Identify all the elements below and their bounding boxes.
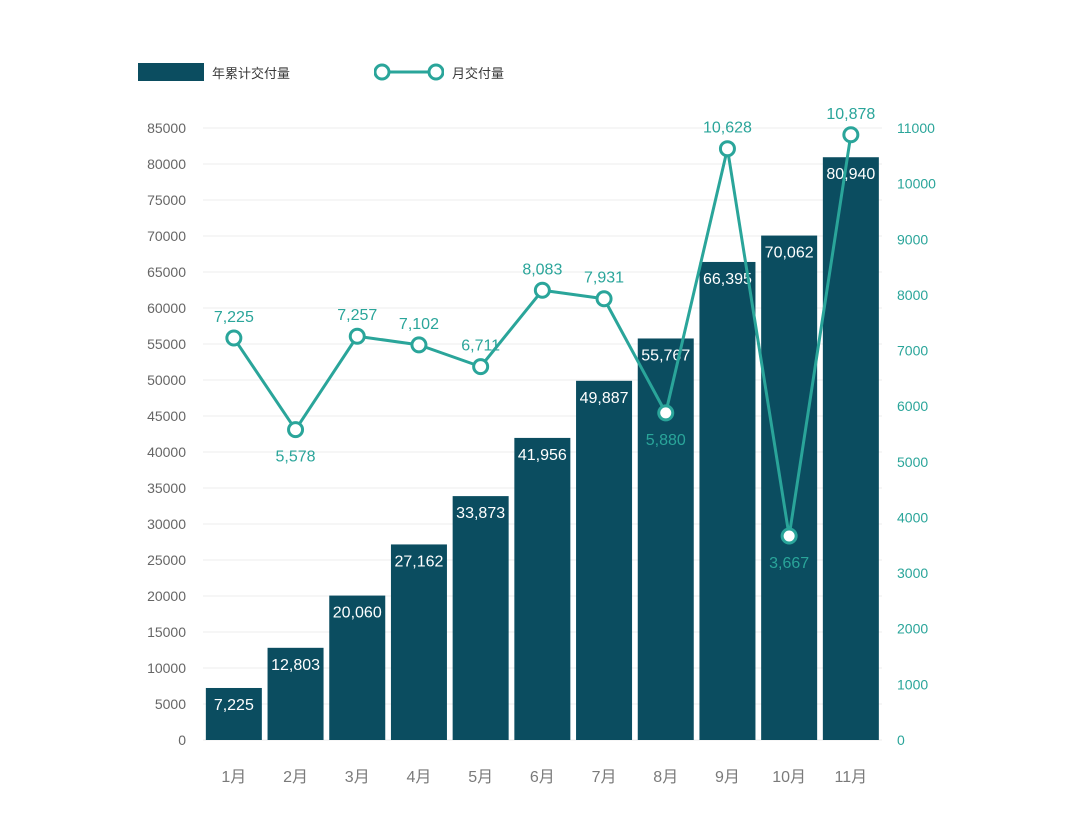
bar — [390, 544, 447, 740]
right-tick-label: 7000 — [897, 343, 928, 359]
right-tick-label: 3000 — [897, 565, 928, 581]
left-tick-label: 0 — [178, 732, 186, 748]
line-point — [348, 327, 366, 345]
bar — [514, 437, 571, 740]
left-tick-label: 5000 — [155, 696, 186, 712]
line-value-label: 10,878 — [826, 106, 875, 123]
x-tick-label: 4月 — [406, 769, 431, 786]
bar — [329, 595, 386, 740]
bar — [205, 687, 262, 740]
left-tick-label: 75000 — [147, 192, 186, 208]
line-point — [410, 336, 428, 354]
left-tick-label: 10000 — [147, 660, 186, 676]
left-tick-label: 80000 — [147, 156, 186, 172]
left-tick-label: 15000 — [147, 624, 186, 640]
left-tick-label: 35000 — [147, 480, 186, 496]
legend-line-label: 月交付量 — [452, 65, 505, 81]
line-point — [595, 290, 613, 308]
line-value-label: 5,578 — [276, 449, 316, 466]
bar — [637, 338, 694, 740]
line-value-label: 7,102 — [399, 316, 439, 333]
right-tick-label: 9000 — [897, 231, 928, 247]
line-point — [225, 329, 243, 347]
bar — [822, 157, 879, 740]
x-tick-label: 11月 — [835, 769, 868, 786]
line-value-label: 5,880 — [646, 432, 686, 449]
right-tick-label: 1000 — [897, 676, 928, 692]
x-tick-label: 2月 — [283, 769, 308, 786]
right-tick-label: 0 — [897, 732, 905, 748]
x-tick-label: 8月 — [653, 769, 678, 786]
bar — [576, 380, 633, 740]
line-value-label: 7,931 — [584, 270, 624, 287]
bar-value-label: 55,767 — [641, 347, 690, 364]
left-tick-label: 85000 — [147, 120, 186, 136]
bar — [699, 261, 756, 740]
x-tick-label: 9月 — [715, 769, 740, 786]
bar-value-label: 66,395 — [703, 271, 752, 288]
legend-line: 月交付量 — [374, 60, 504, 84]
right-tick-label: 6000 — [897, 398, 928, 414]
bar-value-label: 27,162 — [394, 553, 443, 570]
line-point — [287, 421, 305, 439]
line-point — [533, 281, 551, 299]
legend-bar-label: 年累计交付量 — [212, 65, 291, 81]
bar — [267, 647, 324, 740]
line-value-label: 3,667 — [769, 555, 809, 572]
right-tick-label: 5000 — [897, 454, 928, 470]
line-point — [657, 404, 675, 422]
left-tick-label: 55000 — [147, 336, 186, 352]
left-tick-label: 25000 — [147, 552, 186, 568]
x-tick-label: 3月 — [345, 769, 370, 786]
right-tick-label: 2000 — [897, 621, 928, 637]
line-point — [842, 126, 860, 144]
legend-bar-swatch — [138, 63, 204, 81]
bar — [452, 496, 509, 740]
bar-value-label: 70,062 — [765, 245, 814, 262]
right-tick-label: 10000 — [897, 176, 936, 192]
x-tick-label: 7月 — [592, 769, 617, 786]
left-tick-label: 50000 — [147, 372, 186, 388]
bar — [761, 235, 818, 741]
bar-value-label: 7,225 — [214, 697, 254, 714]
line-value-label: 8,083 — [522, 261, 562, 278]
line-value-label: 7,257 — [337, 307, 377, 324]
line-point — [718, 140, 736, 158]
x-tick-label: 10月 — [772, 769, 806, 786]
legend-bar: 年累计交付量 — [138, 60, 290, 84]
bar-value-label: 41,956 — [518, 447, 567, 464]
x-tick-label: 1月 — [221, 769, 246, 786]
left-tick-label: 60000 — [147, 300, 186, 316]
bar-value-label: 12,803 — [271, 657, 320, 674]
legend-line-swatch — [374, 63, 444, 81]
line-value-label: 7,225 — [214, 309, 254, 326]
x-tick-label: 6月 — [530, 769, 555, 786]
left-tick-label: 20000 — [147, 588, 186, 604]
line-value-label: 6,711 — [461, 338, 500, 355]
left-tick-label: 70000 — [147, 228, 186, 244]
right-tick-label: 4000 — [897, 509, 928, 525]
bar-value-label: 80,940 — [826, 166, 875, 183]
bar-value-label: 20,060 — [333, 605, 382, 622]
line-point — [472, 358, 490, 376]
left-tick-label: 65000 — [147, 264, 186, 280]
left-tick-label: 40000 — [147, 444, 186, 460]
line-point — [780, 527, 798, 545]
bar-value-label: 33,873 — [456, 505, 505, 522]
line-value-label: 10,628 — [703, 120, 752, 137]
right-tick-label: 8000 — [897, 287, 928, 303]
x-tick-label: 5月 — [468, 769, 493, 786]
left-tick-label: 45000 — [147, 408, 186, 424]
bar-value-label: 49,887 — [580, 390, 629, 407]
right-tick-label: 11000 — [897, 120, 935, 136]
left-tick-label: 30000 — [147, 516, 186, 532]
